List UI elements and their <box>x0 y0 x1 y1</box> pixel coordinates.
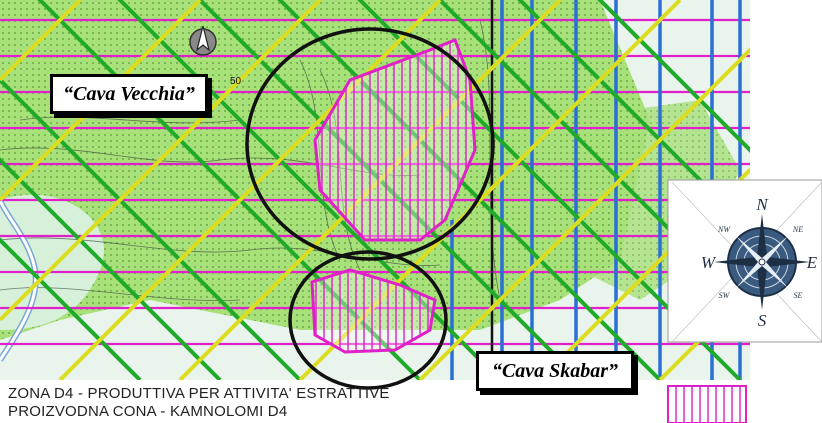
compass-n: N <box>755 195 769 214</box>
compass-ne: NE <box>792 225 803 234</box>
compass-w: W <box>701 253 717 272</box>
compass-nw: NW <box>717 225 731 234</box>
callout-cava-skabar: “Cava Skabar” <box>476 351 634 391</box>
compass-s: S <box>758 311 767 330</box>
map-base <box>0 0 750 380</box>
legend-zone-label-italian: ZONA D4 - PRODUTTIVA PER ATTIVITA' ESTRA… <box>8 385 390 402</box>
compass-rose: N S E W NE NW SE SW <box>667 179 822 343</box>
circle-cava-skabar <box>288 250 448 390</box>
quarry-area-vecchia <box>313 38 477 242</box>
circle-cava-vecchia <box>245 27 495 261</box>
compass-se: SE <box>794 291 803 300</box>
compass-sw: SW <box>719 291 731 300</box>
compass-e: E <box>806 253 818 272</box>
map-contour-label: 50 <box>230 76 242 87</box>
callout-cava-vecchia: “Cava Vecchia” <box>50 74 208 114</box>
north-arrow-icon <box>189 25 217 56</box>
legend-zone-label-slovenian: PROIZVODNA CONA - KAMNOLOMI D4 <box>8 403 288 420</box>
legend-swatch <box>667 385 747 423</box>
